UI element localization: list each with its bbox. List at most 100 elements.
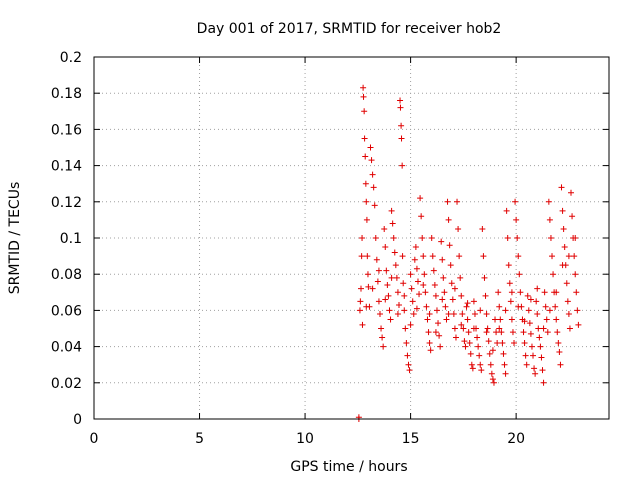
data-point (559, 207, 566, 214)
data-point (554, 329, 561, 336)
data-point (444, 198, 451, 205)
data-point (357, 285, 364, 292)
data-point (443, 316, 450, 323)
data-point (470, 298, 477, 305)
data-point (525, 307, 532, 314)
data-point (468, 361, 475, 368)
axis-ticks (93, 56, 609, 420)
data-point (489, 376, 496, 383)
data-point (511, 339, 518, 346)
data-point (393, 274, 400, 281)
data-point (487, 361, 494, 368)
data-point (508, 316, 515, 323)
data-point (528, 343, 535, 350)
data-point (526, 320, 533, 327)
data-point (573, 289, 580, 296)
data-point (395, 301, 402, 308)
data-point (500, 350, 507, 357)
data-point (497, 316, 504, 323)
data-point (484, 325, 491, 332)
data-point (465, 329, 472, 336)
data-point (531, 365, 538, 372)
data-point (361, 108, 368, 115)
data-point (391, 249, 398, 256)
data-point (553, 316, 560, 323)
data-point (382, 296, 389, 303)
data-point (359, 321, 366, 328)
data-point (370, 184, 377, 191)
data-point (527, 330, 534, 337)
data-point (543, 316, 550, 323)
data-point (446, 242, 453, 249)
data-point (381, 225, 388, 232)
data-point (435, 320, 442, 327)
data-point (574, 307, 581, 314)
data-point (459, 311, 466, 318)
data-point (368, 157, 375, 164)
data-point (362, 153, 369, 160)
x-axis-label: GPS time / hours (290, 459, 407, 475)
data-point (412, 244, 419, 251)
data-point (406, 367, 413, 374)
data-point (401, 292, 408, 299)
data-point (461, 338, 468, 345)
data-point (388, 274, 395, 281)
data-point (477, 307, 484, 314)
data-point (540, 379, 547, 386)
data-point (485, 338, 492, 345)
data-point (547, 235, 554, 241)
data-point (447, 262, 454, 269)
data-point (558, 184, 565, 191)
data-point (372, 235, 379, 241)
data-point (385, 292, 392, 299)
data-point (483, 311, 490, 318)
data-point (555, 339, 562, 346)
data-point (512, 198, 519, 205)
data-point (379, 334, 386, 341)
data-point (496, 325, 503, 332)
y-tick-label: 0.16 (51, 122, 82, 138)
data-point (432, 292, 439, 299)
data-point (413, 265, 420, 272)
grid-lines (94, 57, 609, 419)
data-point (405, 361, 412, 368)
data-point (469, 365, 476, 372)
data-point (402, 325, 409, 332)
data-point (360, 84, 367, 91)
data-point (530, 352, 537, 359)
data-point (410, 311, 417, 318)
data-point (533, 298, 540, 305)
data-point (553, 289, 560, 296)
data-point (358, 253, 365, 260)
data-point (389, 220, 396, 227)
data-point (561, 244, 568, 251)
plot-frame (93, 56, 610, 420)
data-point (400, 280, 407, 287)
data-points (355, 84, 582, 422)
data-point (493, 329, 500, 336)
data-point (424, 316, 431, 323)
data-point (452, 334, 459, 341)
data-point (420, 282, 427, 289)
data-point (363, 198, 370, 205)
data-point (428, 235, 435, 241)
data-point (365, 283, 372, 290)
x-tick-label: 5 (195, 431, 204, 447)
data-point (556, 349, 563, 356)
data-point (422, 289, 429, 296)
data-point (506, 280, 513, 287)
data-point (457, 274, 464, 281)
y-tick-label: 0.18 (51, 86, 82, 102)
data-point (392, 262, 399, 269)
y-tick-label: 0.08 (51, 267, 82, 283)
data-point (420, 253, 427, 260)
data-point (494, 339, 501, 346)
data-point (474, 334, 481, 341)
data-point (417, 195, 424, 202)
data-point (364, 271, 371, 278)
y-tick-label: 0.12 (51, 195, 82, 211)
data-point (456, 253, 463, 260)
data-point (488, 370, 495, 377)
data-point (565, 311, 572, 318)
